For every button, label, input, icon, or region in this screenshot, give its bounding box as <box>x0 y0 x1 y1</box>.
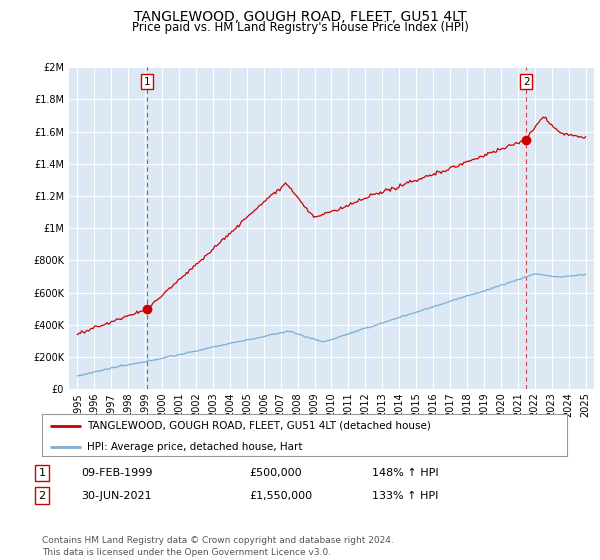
Text: HPI: Average price, detached house, Hart: HPI: Average price, detached house, Hart <box>86 442 302 452</box>
Text: Contains HM Land Registry data © Crown copyright and database right 2024.
This d: Contains HM Land Registry data © Crown c… <box>42 536 394 557</box>
Text: 133% ↑ HPI: 133% ↑ HPI <box>372 491 439 501</box>
Text: £500,000: £500,000 <box>249 468 302 478</box>
Text: 30-JUN-2021: 30-JUN-2021 <box>81 491 152 501</box>
Text: 09-FEB-1999: 09-FEB-1999 <box>81 468 152 478</box>
Text: 1: 1 <box>38 468 46 478</box>
Text: 2: 2 <box>523 77 530 87</box>
Text: 148% ↑ HPI: 148% ↑ HPI <box>372 468 439 478</box>
Text: 1: 1 <box>143 77 150 87</box>
Text: TANGLEWOOD, GOUGH ROAD, FLEET, GU51 4LT (detached house): TANGLEWOOD, GOUGH ROAD, FLEET, GU51 4LT … <box>86 421 431 431</box>
Text: Price paid vs. HM Land Registry's House Price Index (HPI): Price paid vs. HM Land Registry's House … <box>131 21 469 34</box>
Text: TANGLEWOOD, GOUGH ROAD, FLEET, GU51 4LT: TANGLEWOOD, GOUGH ROAD, FLEET, GU51 4LT <box>134 10 466 24</box>
Text: 2: 2 <box>38 491 46 501</box>
Text: £1,550,000: £1,550,000 <box>249 491 312 501</box>
